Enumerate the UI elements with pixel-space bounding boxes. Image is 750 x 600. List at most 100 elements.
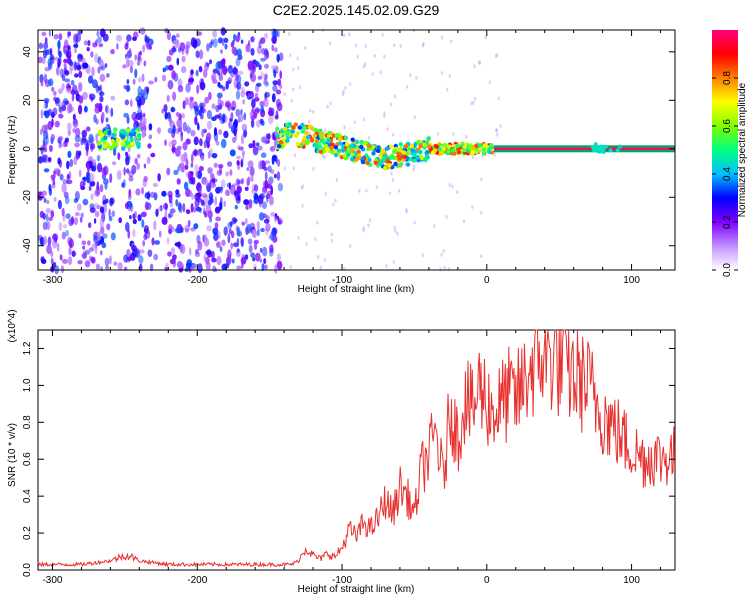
spectrogram-track-cell [342,153,347,158]
spectrogram-noise-cell [283,92,286,97]
spectrogram-noise-cell [90,256,96,264]
spectrogram-noise-cell [52,180,56,185]
spectrogram-noise-cell [193,101,198,107]
spectrogram-noise-cell [131,245,137,252]
spectrogram-noise-cell [40,109,44,119]
spectrogram-noise-cell [82,198,89,206]
spectrogram-noise-cell [495,128,498,133]
spectrogram-noise-cell [230,106,235,111]
spectrogram-track-cell [373,160,379,166]
snr-y-multiplier: (x10^4) [7,309,18,342]
spectrogram-noise-cell [205,212,208,218]
y-tick-label: 0.6 [22,452,33,466]
spectrogram-noise-cell [218,73,223,82]
spectrogram-noise-cell [73,155,78,166]
spectrogram-noise-cell [199,81,206,91]
spectrogram-noise-cell [212,265,217,273]
spectrogram-noise-cell [124,43,129,50]
spectrogram-noise-cell [240,109,243,115]
spectrogram-noise-cell [164,28,169,34]
spectrogram-y-ticks: -40 -20 0 20 40 [22,46,675,253]
spectrogram-noise-cell [40,128,43,136]
spectrogram-noise-cell [228,64,233,70]
spectrogram-noise-cell [292,166,295,171]
spectrogram-noise-cell [103,165,109,176]
spectrogram-noise-cell [326,104,329,109]
spectrogram-noise-cell [78,169,82,178]
spectrogram-noise-cell [231,46,237,55]
spectrogram-noise-cell [181,113,185,119]
spectrogram-noise-cell [187,124,190,135]
spectrogram-noise-cell [236,265,242,270]
spectrogram-noise-cell [175,199,179,207]
spectrogram-track-cell [300,122,305,128]
spectrogram-noise-cell [270,211,275,217]
spectrogram-noise-cell [134,158,138,165]
spectrogram-noise-cell [86,140,91,146]
spectrogram-track-cell [349,157,355,162]
spectrogram-noise-cell [243,112,247,121]
spectrogram-noise-cell [256,119,261,128]
spectrogram-noise-cell [258,160,263,170]
spectrogram-noise-cell [129,65,133,74]
spectrogram-noise-cell [77,260,83,265]
spectrogram-noise-cell [50,134,56,141]
spectrogram-noise-cell [147,249,153,257]
spectrogram-noise-cell [136,153,141,159]
spectrogram-noise-cell [65,229,69,237]
spectrogram-noise-cell [90,51,94,58]
spectrogram-track-cell [416,139,421,145]
spectrogram-noise-cell [240,178,244,185]
spectrogram-noise-cell [405,208,408,212]
spectrogram-noise-cell [364,62,367,67]
spectrogram-noise-cell [83,40,88,46]
spectrogram-noise-cell [203,128,207,134]
spectrogram-noise-cell [275,89,282,95]
spectrogram-noise-cell [215,216,222,222]
spectrogram-noise-cell [142,240,146,247]
spectrogram-track-cell [397,147,402,153]
spectrogram-noise-cell [176,260,183,269]
spectrogram-noise-cell [164,139,167,146]
spectrogram-noise-cell [60,142,66,148]
spectrogram-noise-cell [41,56,46,65]
spectrogram-noise-cell [125,222,130,232]
spectrogram-noise-cell [84,105,88,113]
spectrogram-noise-cell [264,180,269,190]
spectrogram-track-cell [382,166,388,171]
spectrogram-noise-cell [272,28,278,39]
spectrogram-noise-cell [198,65,203,71]
spectrogram-track-cell [278,139,283,145]
spectrogram-noise-cell [54,120,60,128]
spectrogram-noise-cell [206,120,212,130]
spectrogram-noise-cell [161,216,168,225]
spectrogram-noise-cell [57,199,63,210]
spectrogram-noise-cell [236,160,240,166]
spectrogram-track-cell [329,145,334,151]
spectrogram-noise-cell [102,233,108,239]
spectrogram-noise-cell [98,43,104,48]
spectrogram-noise-cell [263,264,268,270]
spectrogram-noise-cell [413,115,416,120]
spectrogram-noise-cell [225,171,229,177]
spectrogram-noise-cell [153,253,159,261]
spectrogram-noise-cell [413,164,416,169]
spectrogram-noise-cell [182,100,186,110]
spectrogram-noise-cell [58,221,62,231]
spectrogram-track-cell [363,140,368,145]
spectrogram-noise-cell [195,50,200,59]
spectrogram-noise-cell [123,112,129,118]
spectrogram-track-cell [121,146,126,151]
spectrogram-noise-cell [273,70,277,78]
spectrogram-noise-cell [245,217,248,225]
spectrogram-noise-cell [213,232,219,242]
spectrogram-noise-cell [421,43,425,48]
spectrogram-noise-cell [93,218,97,224]
spectrogram-noise-cell [260,152,267,158]
spectrogram-noise-cell [260,71,264,79]
spectrogram-noise-cell [147,230,150,235]
spectrogram-noise-cell [496,53,499,58]
spectrogram-noise-cell [58,113,64,119]
colorbar-ticks: 0.0 0.2 0.4 0.6 0.8 [712,71,738,277]
y-tick-label: 0.2 [22,526,33,540]
